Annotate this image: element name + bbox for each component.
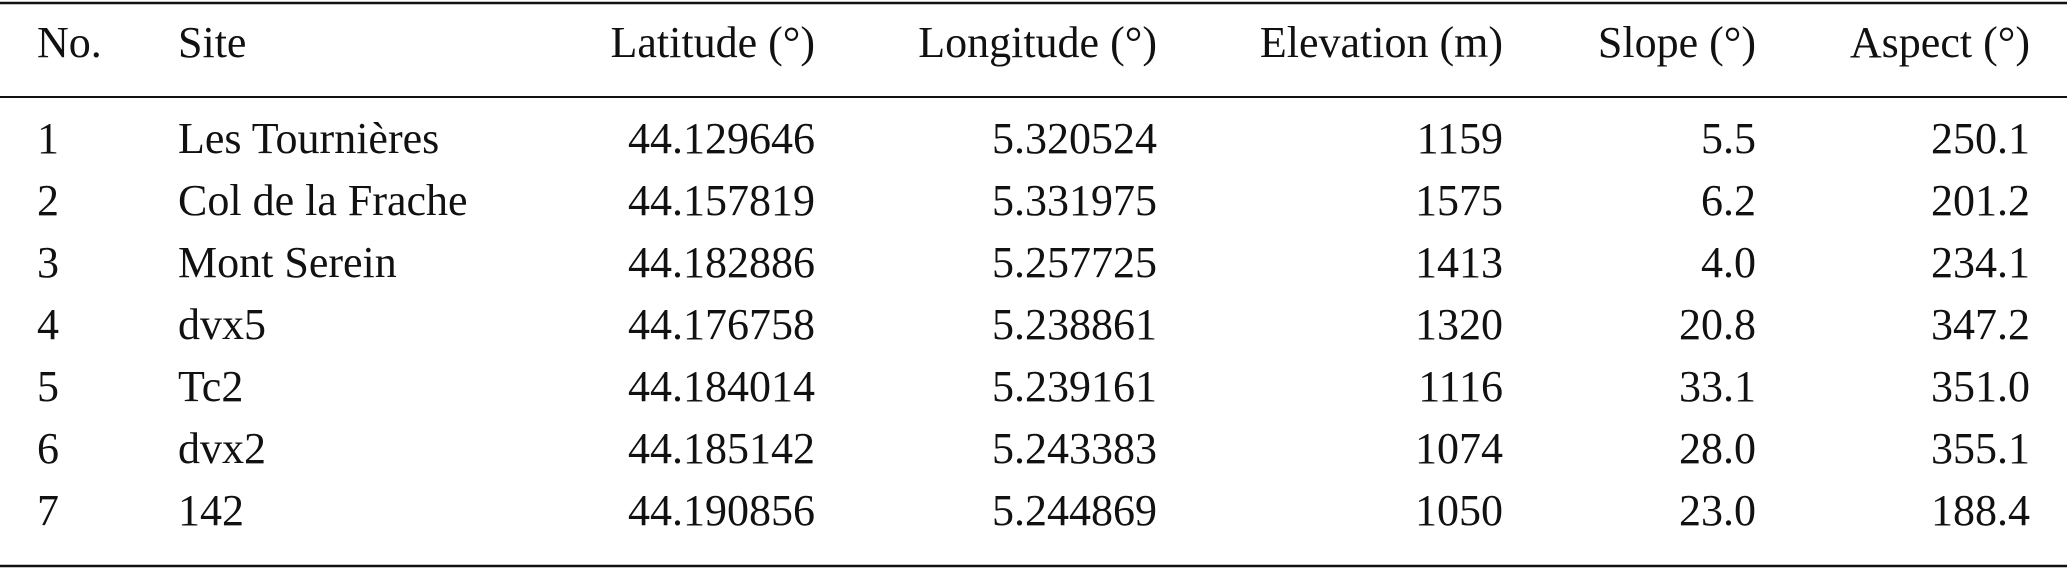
cell: 234.1: [1931, 238, 2030, 287]
cell: 20.8: [1679, 300, 1756, 349]
cell: 355.1: [1931, 424, 2030, 473]
header-cell: Site: [178, 18, 246, 67]
cell: 1320: [1415, 300, 1503, 349]
header-cell: Latitude (°): [610, 18, 815, 67]
cell: 1050: [1415, 486, 1503, 535]
cell: 1: [37, 114, 59, 163]
cell: 142: [178, 486, 244, 535]
cell: 5.257725: [992, 238, 1157, 287]
cell: 1413: [1415, 238, 1503, 287]
cell: 1575: [1415, 176, 1503, 225]
cell: 6: [37, 424, 59, 473]
cell: 44.185142: [628, 424, 815, 473]
cell: 5.239161: [992, 362, 1157, 411]
cell: 4: [37, 300, 59, 349]
cell: 5.5: [1701, 114, 1756, 163]
cell: 5.238861: [992, 300, 1157, 349]
cell: 1116: [1418, 362, 1503, 411]
cell: dvx5: [178, 300, 266, 349]
cell: 44.182886: [628, 238, 815, 287]
header-cell: Aspect (°): [1850, 18, 2030, 67]
cell: 5.320524: [992, 114, 1157, 163]
cell: 4.0: [1701, 238, 1756, 287]
header-cell: Longitude (°): [918, 18, 1157, 67]
cell: 351.0: [1931, 362, 2030, 411]
cell: Mont Serein: [178, 238, 397, 287]
cell: Les Tournières: [178, 114, 439, 163]
cell: Tc2: [178, 362, 243, 411]
cell: 7: [37, 486, 59, 535]
cell: Col de la Frache: [178, 176, 468, 225]
header-cell: No.: [37, 18, 102, 67]
cell: 5.331975: [992, 176, 1157, 225]
cell: 44.129646: [628, 114, 815, 163]
cell: dvx2: [178, 424, 266, 473]
cell: 188.4: [1931, 486, 2030, 535]
cell: 1074: [1415, 424, 1503, 473]
cell: 44.190856: [628, 486, 815, 535]
cell: 33.1: [1679, 362, 1756, 411]
cell: 3: [37, 238, 59, 287]
cell: 2: [37, 176, 59, 225]
cell: 347.2: [1931, 300, 2030, 349]
cell: 44.184014: [628, 362, 815, 411]
cell: 250.1: [1931, 114, 2030, 163]
cell: 6.2: [1701, 176, 1756, 225]
cell: 5.243383: [992, 424, 1157, 473]
cell: 201.2: [1931, 176, 2030, 225]
cell: 44.157819: [628, 176, 815, 225]
cell: 23.0: [1679, 486, 1756, 535]
cell: 1159: [1417, 114, 1503, 163]
cell: 5: [37, 362, 59, 411]
cell: 5.244869: [992, 486, 1157, 535]
header-cell: Elevation (m): [1260, 18, 1503, 67]
header-cell: Slope (°): [1598, 18, 1756, 67]
cell: 44.176758: [628, 300, 815, 349]
cell: 28.0: [1679, 424, 1756, 473]
